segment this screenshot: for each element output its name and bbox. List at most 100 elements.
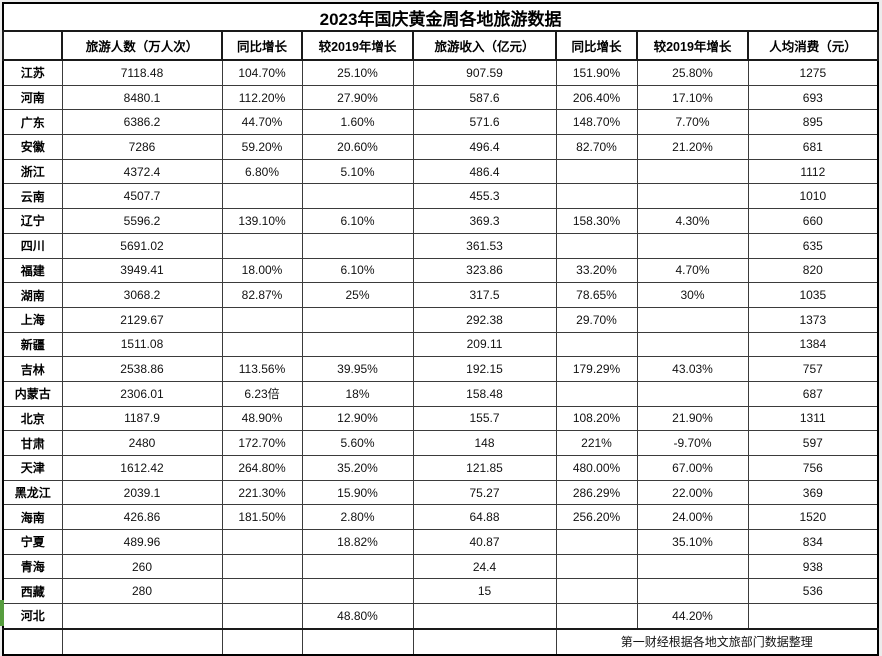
- cell-province[interactable]: 黑龙江: [2, 479, 63, 506]
- cell-value[interactable]: 112.20%: [221, 84, 303, 111]
- cell-value[interactable]: 48.90%: [221, 405, 303, 432]
- cell-value[interactable]: [555, 553, 638, 580]
- cell-value[interactable]: 30%: [636, 282, 749, 308]
- cell-value[interactable]: 496.4: [412, 134, 557, 160]
- cell-value[interactable]: [636, 331, 749, 358]
- cell-footer-empty[interactable]: [2, 627, 63, 655]
- cell-value[interactable]: 25%: [301, 282, 414, 308]
- cell-value[interactable]: 597: [747, 430, 879, 456]
- cell-value[interactable]: 158.48: [412, 380, 557, 407]
- cell-value[interactable]: 1311: [747, 405, 879, 432]
- cell-value[interactable]: [636, 380, 749, 407]
- cell-value[interactable]: 148.70%: [555, 109, 638, 136]
- header-cell-vs2019-1[interactable]: 较2019年增长: [301, 30, 414, 61]
- cell-value[interactable]: 6.10%: [301, 208, 414, 234]
- cell-value[interactable]: 7.70%: [636, 109, 749, 136]
- cell-value[interactable]: 6386.2: [61, 109, 223, 136]
- header-cell-yoy-1[interactable]: 同比增长: [221, 30, 303, 61]
- cell-value[interactable]: [301, 578, 414, 605]
- cell-province[interactable]: 安徽: [2, 134, 63, 160]
- cell-value[interactable]: [555, 603, 638, 630]
- cell-value[interactable]: 361.53: [412, 232, 557, 259]
- cell-value[interactable]: [301, 183, 414, 210]
- cell-value[interactable]: 834: [747, 529, 879, 555]
- header-cell-yoy-2[interactable]: 同比增长: [555, 30, 638, 61]
- cell-province[interactable]: 辽宁: [2, 208, 63, 234]
- cell-province[interactable]: 北京: [2, 405, 63, 432]
- cell-value[interactable]: 1612.42: [61, 455, 223, 481]
- cell-value[interactable]: 687: [747, 380, 879, 407]
- cell-value[interactable]: 104.70%: [221, 59, 303, 86]
- cell-value[interactable]: [636, 158, 749, 185]
- cell-value[interactable]: [636, 553, 749, 580]
- cell-value[interactable]: [555, 158, 638, 185]
- cell-value[interactable]: 260: [61, 553, 223, 580]
- cell-province[interactable]: 四川: [2, 232, 63, 259]
- cell-value[interactable]: 25.10%: [301, 59, 414, 86]
- cell-province[interactable]: 新疆: [2, 331, 63, 358]
- cell-value[interactable]: 172.70%: [221, 430, 303, 456]
- cell-value[interactable]: [636, 306, 749, 333]
- cell-value[interactable]: 6.10%: [301, 257, 414, 284]
- cell-value[interactable]: 78.65%: [555, 282, 638, 308]
- cell-value[interactable]: [301, 306, 414, 333]
- cell-value[interactable]: 59.20%: [221, 134, 303, 160]
- cell-value[interactable]: [301, 553, 414, 580]
- cell-province[interactable]: 云南: [2, 183, 63, 210]
- cell-footer-empty[interactable]: [61, 627, 223, 655]
- header-cell-percapita[interactable]: 人均消费（元）: [746, 30, 880, 61]
- cell-value[interactable]: 22.00%: [636, 479, 749, 506]
- cell-value[interactable]: 323.86: [412, 257, 557, 284]
- cell-province[interactable]: 海南: [2, 504, 63, 531]
- cell-value[interactable]: 24.00%: [636, 504, 749, 531]
- cell-footer-empty[interactable]: [301, 627, 414, 655]
- cell-value[interactable]: 44.70%: [221, 109, 303, 136]
- cell-value[interactable]: 486.4: [412, 158, 557, 185]
- cell-value[interactable]: 6.23倍: [221, 380, 303, 407]
- cell-value[interactable]: [636, 578, 749, 605]
- cell-value[interactable]: 1.60%: [301, 109, 414, 136]
- cell-value[interactable]: 1520: [747, 504, 879, 531]
- cell-value[interactable]: 5596.2: [61, 208, 223, 234]
- cell-value[interactable]: 280: [61, 578, 223, 605]
- cell-value[interactable]: 181.50%: [221, 504, 303, 531]
- cell-value[interactable]: 12.90%: [301, 405, 414, 432]
- cell-province[interactable]: 西藏: [2, 578, 63, 605]
- cell-value[interactable]: 48.80%: [301, 603, 414, 630]
- cell-value[interactable]: 5691.02: [61, 232, 223, 259]
- cell-value[interactable]: 820: [747, 257, 879, 284]
- cell-value[interactable]: 121.85: [412, 455, 557, 481]
- cell-value[interactable]: 660: [747, 208, 879, 234]
- cell-value[interactable]: [636, 183, 749, 210]
- cell-value[interactable]: 1384: [747, 331, 879, 358]
- cell-value[interactable]: 681: [747, 134, 879, 160]
- cell-footer-empty[interactable]: [221, 627, 303, 655]
- cell-value[interactable]: 21.20%: [636, 134, 749, 160]
- cell-value[interactable]: 43.03%: [636, 356, 749, 382]
- cell-value[interactable]: 24.4: [412, 553, 557, 580]
- cell-value[interactable]: 536: [747, 578, 879, 605]
- cell-value[interactable]: 5.60%: [301, 430, 414, 456]
- cell-value[interactable]: 158.30%: [555, 208, 638, 234]
- cell-value[interactable]: [221, 603, 303, 630]
- cell-value[interactable]: [301, 232, 414, 259]
- cell-value[interactable]: 4.30%: [636, 208, 749, 234]
- cell-province[interactable]: 天津: [2, 455, 63, 481]
- cell-value[interactable]: 67.00%: [636, 455, 749, 481]
- header-cell-visitors[interactable]: 旅游人数（万人次）: [61, 30, 223, 61]
- cell-value[interactable]: 480.00%: [555, 455, 638, 481]
- cell-province[interactable]: 河北: [2, 603, 63, 630]
- cell-value[interactable]: [221, 553, 303, 580]
- cell-value[interactable]: 155.7: [412, 405, 557, 432]
- cell-value[interactable]: 1373: [747, 306, 879, 333]
- cell-value[interactable]: 148: [412, 430, 557, 456]
- cell-value[interactable]: 2480: [61, 430, 223, 456]
- cell-value[interactable]: 455.3: [412, 183, 557, 210]
- cell-value[interactable]: 756: [747, 455, 879, 481]
- cell-value[interactable]: 4372.4: [61, 158, 223, 185]
- cell-value[interactable]: 221.30%: [221, 479, 303, 506]
- cell-value[interactable]: 256.20%: [555, 504, 638, 531]
- cell-value[interactable]: [555, 529, 638, 555]
- cell-value[interactable]: 18.00%: [221, 257, 303, 284]
- cell-value[interactable]: 27.90%: [301, 84, 414, 111]
